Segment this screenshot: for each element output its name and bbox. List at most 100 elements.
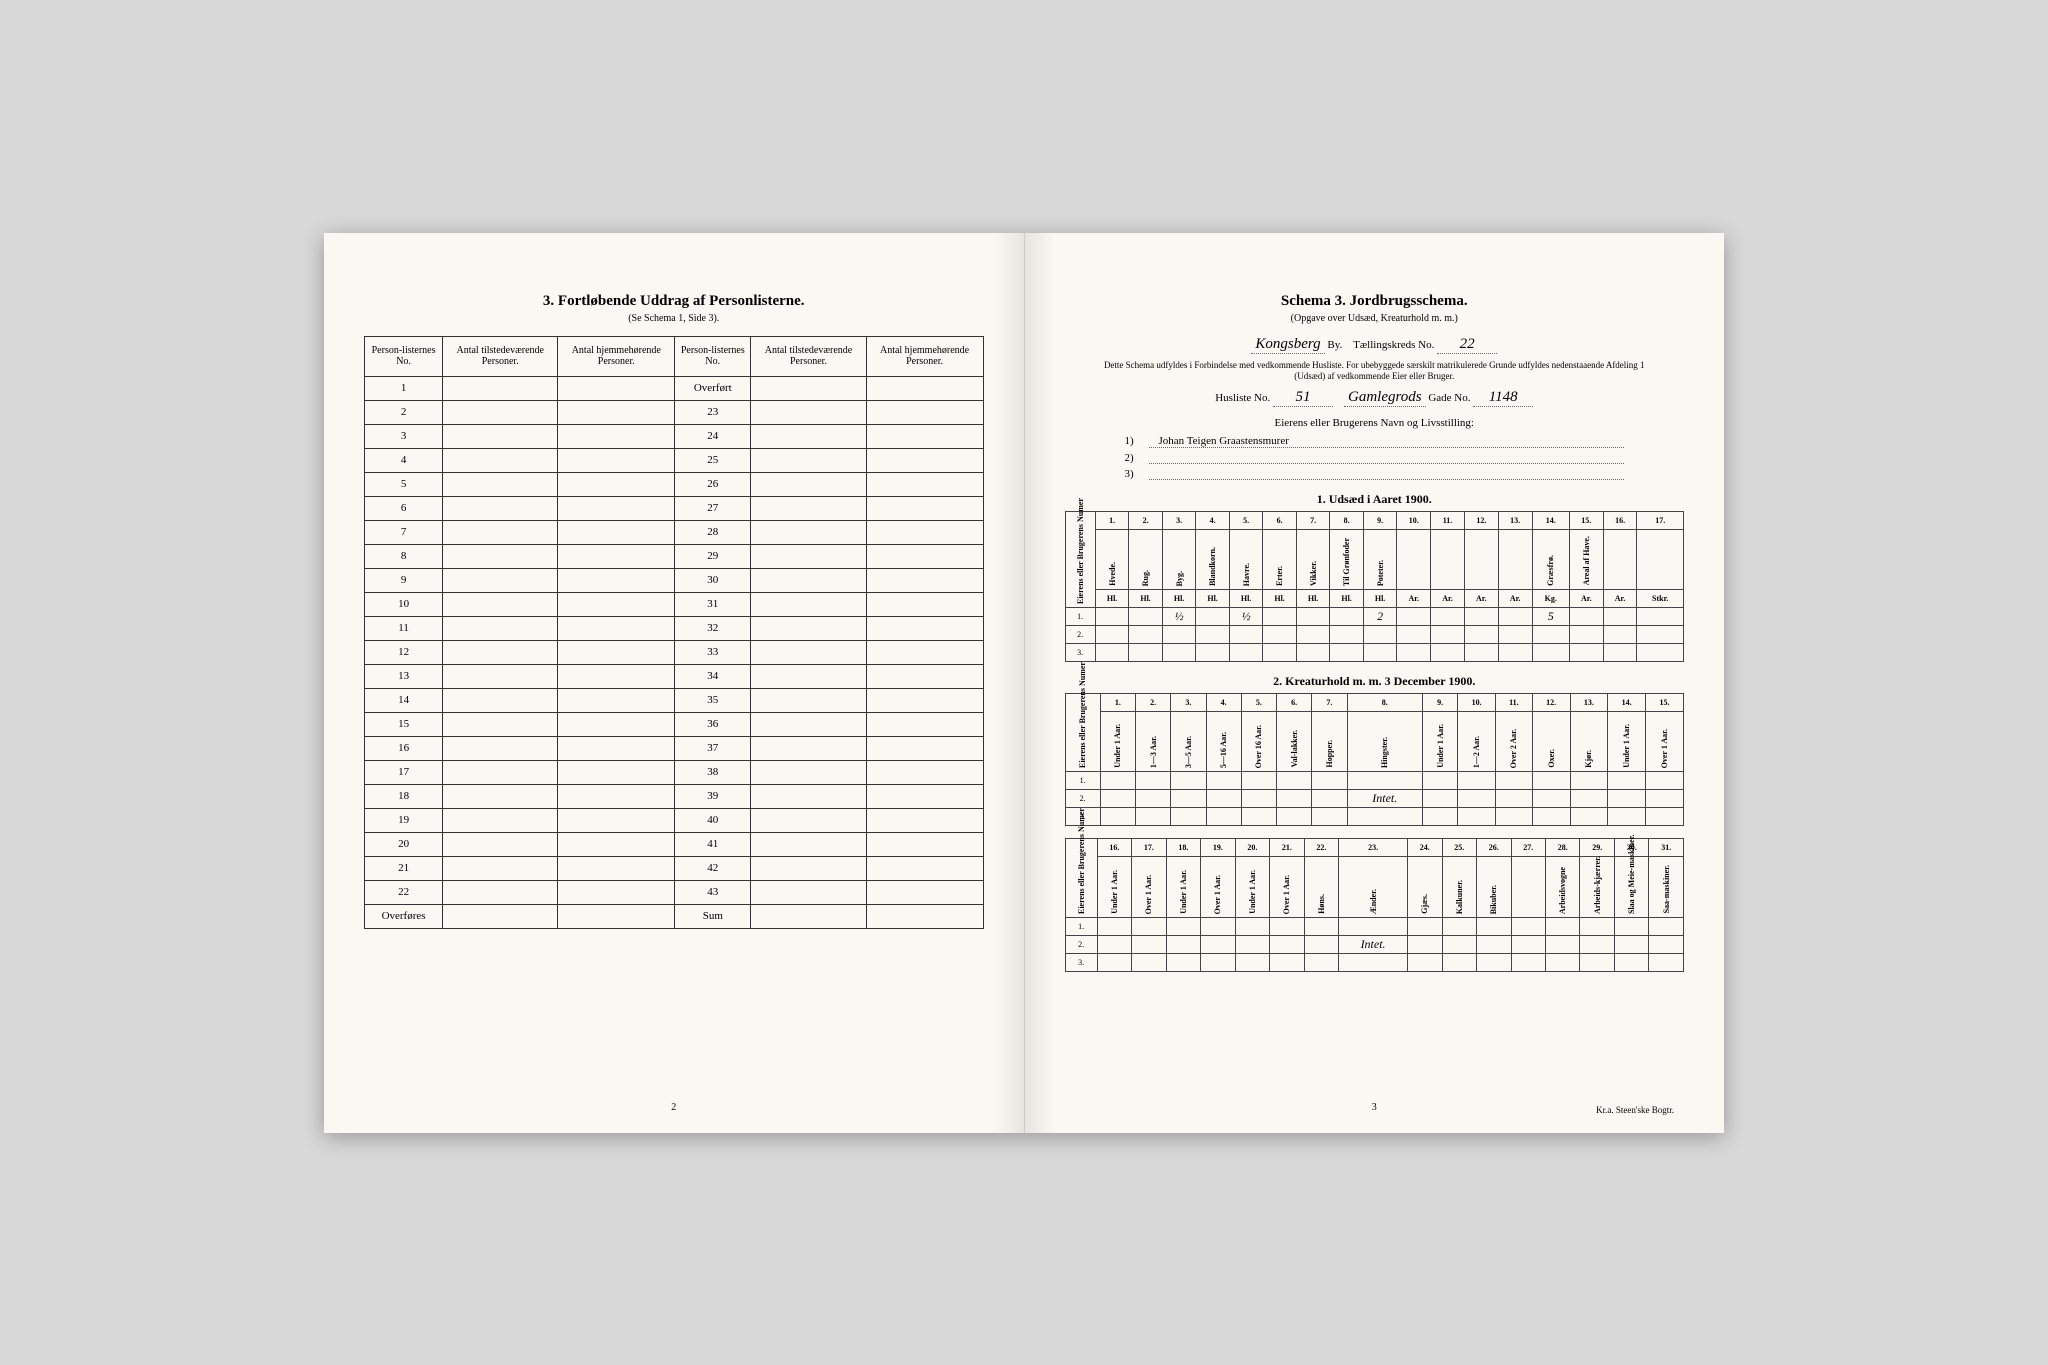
cell: [1263, 643, 1297, 661]
cell: [751, 424, 866, 448]
cell: [1569, 643, 1603, 661]
col-num: 8.: [1347, 693, 1423, 711]
row-num: 7: [365, 520, 443, 544]
row-num: 30: [675, 568, 751, 592]
cell: [1532, 807, 1570, 825]
col-unit: Hl.: [1229, 589, 1263, 607]
cell: [751, 808, 866, 832]
cell: [1646, 807, 1684, 825]
cell: [866, 784, 983, 808]
right-page: Schema 3. Jordbrugsschema. (Opgave over …: [1025, 233, 1725, 1133]
col-num: 28.: [1545, 838, 1579, 856]
cell: [866, 760, 983, 784]
table-row: 324: [365, 424, 984, 448]
cell: [1235, 917, 1269, 935]
cell: [443, 424, 558, 448]
cell: [1263, 607, 1297, 625]
col-num: 5.: [1241, 693, 1276, 711]
cell: [443, 880, 558, 904]
col-label: Hvede.: [1095, 529, 1129, 589]
cell: [443, 568, 558, 592]
row-num: 34: [675, 664, 751, 688]
col-label: Poteter.: [1363, 529, 1397, 589]
gade-value: 1148: [1473, 389, 1533, 407]
col-num: 11.: [1431, 511, 1465, 529]
row-num: 23: [675, 400, 751, 424]
cell: [1095, 625, 1129, 643]
cell: 2.: [1065, 935, 1097, 953]
cell: [1570, 771, 1608, 789]
row-num: 11: [365, 616, 443, 640]
cell: [1129, 643, 1163, 661]
kreds-label: Tællingskreds No.: [1353, 339, 1434, 351]
col-num: 6.: [1263, 511, 1297, 529]
cell: [1496, 789, 1533, 807]
row-num: 10: [365, 592, 443, 616]
col-label: Val-lakker.: [1277, 711, 1312, 771]
section2-table: Eierens eller Brugerens Numer1.2.3.4.5.6…: [1065, 693, 1685, 826]
cell: [1608, 789, 1646, 807]
col-label: Gjæs.: [1408, 856, 1442, 917]
table-row: 1233: [365, 640, 984, 664]
row-num: 16: [365, 736, 443, 760]
table-row: 829: [365, 544, 984, 568]
cell: [558, 856, 675, 880]
table-row: 2 23: [365, 400, 984, 424]
col-num: 17.: [1637, 511, 1684, 529]
cell: [1532, 625, 1569, 643]
cell: 1.: [1065, 917, 1097, 935]
cell: [751, 496, 866, 520]
row-num: 18: [365, 784, 443, 808]
table-row: 3.: [1065, 643, 1684, 661]
col-num: 19.: [1201, 838, 1235, 856]
col-num: 23.: [1339, 838, 1408, 856]
cell: [1304, 935, 1338, 953]
row-num: 25: [675, 448, 751, 472]
table-row: 1132: [365, 616, 984, 640]
cell: [1545, 935, 1579, 953]
col-label: Under 1 Aar.: [1423, 711, 1458, 771]
cell: [1458, 807, 1496, 825]
cell: [1646, 789, 1684, 807]
section2-block: Eierens eller Brugerens Numer1.2.3.4.5.6…: [1065, 693, 1685, 826]
table-row: 2243: [365, 880, 984, 904]
cell: [751, 448, 866, 472]
cell: [1498, 643, 1532, 661]
cell: 3.: [1065, 643, 1095, 661]
row-num: 4: [365, 448, 443, 472]
table-row: 1031: [365, 592, 984, 616]
cell: [866, 640, 983, 664]
row-num: 2: [365, 400, 443, 424]
table-row: 526: [365, 472, 984, 496]
cell: [1408, 953, 1442, 971]
col-label: Erter.: [1263, 529, 1297, 589]
cell: [1270, 917, 1304, 935]
col-unit: Hl.: [1330, 589, 1364, 607]
cell: [1129, 625, 1163, 643]
cell: [1423, 771, 1458, 789]
col-unit: Hl.: [1196, 589, 1230, 607]
cell: [558, 616, 675, 640]
cell: [751, 568, 866, 592]
col-unit: Ar.: [1498, 589, 1532, 607]
cell: [866, 856, 983, 880]
person-table: Person-listernes No. Antal tilstedeværen…: [364, 336, 984, 929]
cell: [1171, 771, 1206, 789]
cell: [1580, 953, 1614, 971]
row-num: 21: [365, 856, 443, 880]
cell: [1408, 917, 1442, 935]
col-header: Antal tilstedeværende Personer.: [751, 336, 866, 376]
col-num: 24.: [1408, 838, 1442, 856]
left-subtitle: (Se Schema 1, Side 3).: [364, 313, 984, 324]
owner-block: Eierens eller Brugerens Navn og Livsstil…: [1125, 417, 1625, 480]
cell: [1511, 935, 1545, 953]
cell: [1603, 625, 1637, 643]
side-header: Eierens eller Brugerens Numer: [1065, 511, 1095, 607]
table-row: 1.½½25: [1065, 607, 1684, 625]
cell: 2: [1363, 607, 1397, 625]
cell: [751, 880, 866, 904]
cell: [866, 424, 983, 448]
col-label: Areal af Have.: [1569, 529, 1603, 589]
row-num: 8: [365, 544, 443, 568]
cell: [1296, 625, 1330, 643]
